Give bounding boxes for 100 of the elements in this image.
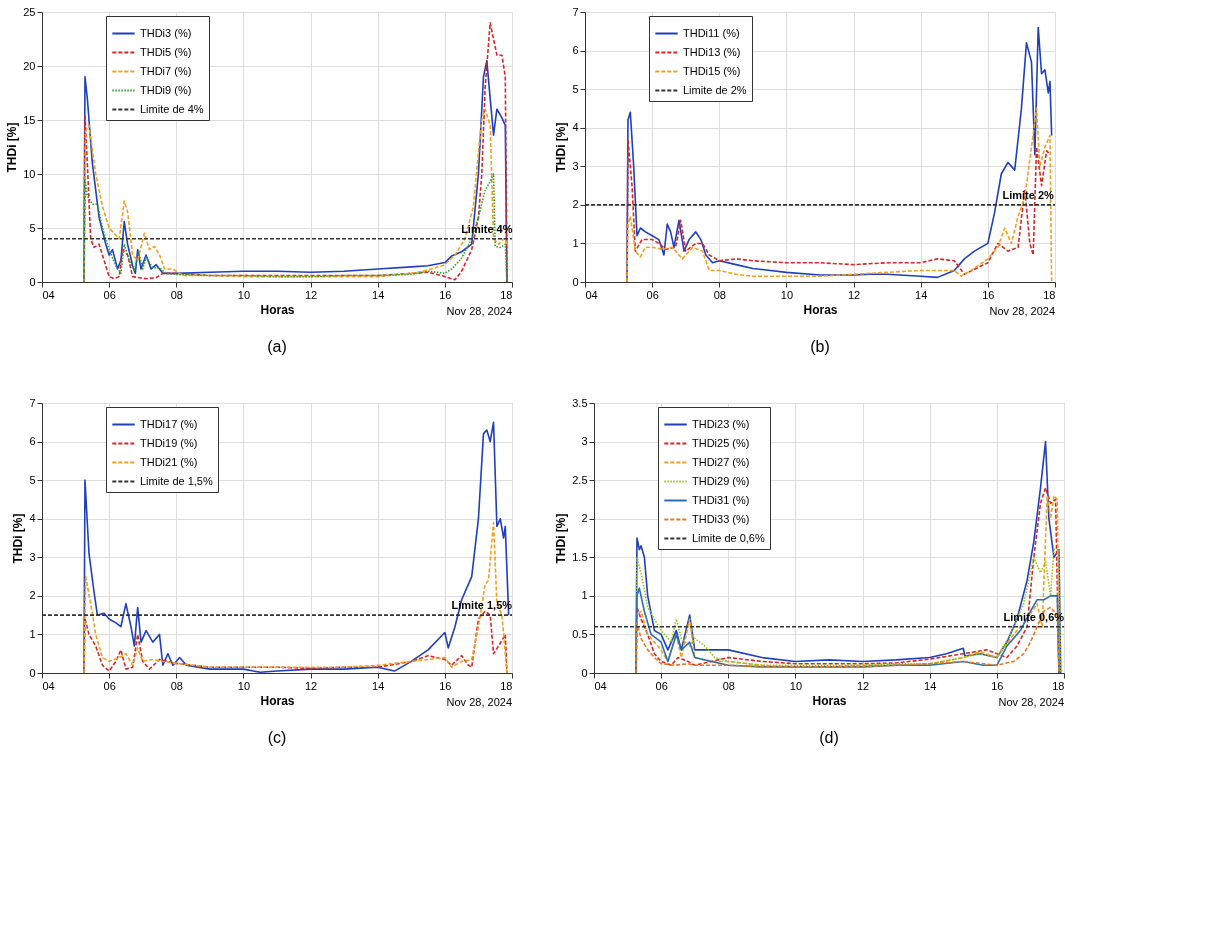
y-tick-label: 1 (29, 627, 36, 640)
y-tick-label: 1 (581, 589, 588, 602)
x-tick-label: 08 (170, 288, 183, 301)
x-tick-label: 10 (780, 288, 794, 301)
x-tick-label: 04 (594, 679, 607, 692)
legend-label: THDi27 (%) (692, 455, 750, 468)
y-axis-title: THDi [%] (554, 122, 569, 173)
y-tick-label: 1 (572, 236, 579, 249)
text: Nov 28, 2024 (446, 696, 512, 708)
y-tick-label: 0 (572, 275, 579, 288)
x-axis-title: Horas (812, 693, 847, 708)
y-tick-label: 6 (29, 435, 36, 448)
x-tick-label: 06 (646, 288, 659, 301)
x-tick-label: 08 (713, 288, 726, 301)
x-tick-label: 04 (585, 288, 598, 301)
legend-label: THDi23 (%) (692, 417, 750, 430)
y-tick-label: 7 (572, 5, 579, 18)
x-tick-label: 12 (304, 288, 318, 301)
x-tick-label: 14 (915, 288, 928, 301)
y-tick-label: 2 (29, 589, 36, 602)
x-tick-label: 04 (42, 679, 55, 692)
annotation: Limite 2% (1002, 188, 1055, 201)
legend-label: THDi25 (%) (692, 436, 750, 449)
x-tick-label: 06 (655, 679, 668, 692)
x-tick-label: 10 (237, 288, 251, 301)
legend-label: THDi15 (%) (683, 64, 741, 77)
y-tick-label: 6 (572, 44, 579, 57)
x-tick-label: 10 (789, 679, 803, 692)
y-tick-label: 0 (581, 666, 588, 679)
line-series (635, 548, 1062, 674)
text: (b) (810, 338, 830, 355)
legend-label: Limite de 1,5% (140, 474, 213, 487)
line-series (83, 421, 510, 674)
x-tick-label: 18 (500, 288, 513, 301)
text: (c) (267, 729, 287, 746)
y-tick-label: 25 (23, 5, 36, 18)
y-tick-label: 5 (572, 82, 579, 95)
y-tick-label: 0.5 (572, 627, 588, 640)
x-axis-title: Horas (803, 302, 838, 317)
x-tick-label: 14 (372, 679, 385, 692)
y-axis-title: THDi [%] (11, 513, 26, 564)
y-tick-label: 2.5 (572, 473, 588, 486)
y-tick-label: 3 (29, 550, 36, 563)
legend-label: THDi13 (%) (683, 45, 741, 58)
y-tick-label: 4 (29, 512, 36, 525)
y-tick-label: 3 (572, 159, 579, 172)
x-tick-label: 16 (439, 679, 452, 692)
y-tick-label: 20 (23, 59, 36, 72)
x-tick-label: 16 (991, 679, 1004, 692)
y-tick-label: 2 (572, 198, 579, 211)
legend-label: THDi17 (%) (140, 417, 198, 430)
x-tick-label: 16 (439, 288, 452, 301)
x-tick-label: 10 (237, 679, 251, 692)
legend-label: Limite de 0,6% (692, 531, 765, 544)
y-tick-label: 4 (572, 121, 579, 134)
text: Nov 28, 2024 (446, 305, 512, 317)
x-tick-label: 18 (500, 679, 513, 692)
legend-label: THDi31 (%) (692, 493, 750, 506)
y-tick-label: 1.5 (572, 550, 588, 563)
y-tick-label: 5 (29, 221, 36, 234)
x-axis-title: Horas (260, 693, 295, 708)
y-tick-label: 10 (23, 167, 36, 180)
x-axis-title: Horas (260, 302, 295, 317)
x-tick-label: 06 (103, 288, 116, 301)
x-tick-label: 12 (847, 288, 861, 301)
text: (d) (819, 729, 839, 746)
line-series (626, 107, 1053, 283)
legend-label: THDi29 (%) (692, 474, 750, 487)
y-tick-label: 0 (29, 666, 36, 679)
x-tick-label: 16 (982, 288, 995, 301)
line-series (83, 610, 508, 674)
x-tick-label: 14 (924, 679, 937, 692)
x-tick-label: 06 (103, 679, 116, 692)
y-tick-label: 2 (581, 512, 588, 525)
x-tick-label: 12 (856, 679, 870, 692)
legend-label: THDi7 (%) (140, 64, 192, 77)
x-tick-label: 04 (42, 288, 55, 301)
y-tick-label: 3 (581, 435, 588, 448)
legend-label: THDi5 (%) (140, 45, 192, 58)
legend-label: THDi19 (%) (140, 436, 198, 449)
y-axis-title: THDi [%] (554, 513, 569, 564)
line-series (635, 440, 1062, 674)
legend-label: THDi21 (%) (140, 455, 198, 468)
x-tick-label: 08 (170, 679, 183, 692)
x-tick-label: 18 (1052, 679, 1065, 692)
x-tick-label: 12 (304, 679, 318, 692)
legend-label: THDi11 (%) (683, 26, 740, 39)
y-tick-label: 0 (29, 275, 36, 288)
x-tick-label: 14 (372, 288, 385, 301)
y-tick-label: 15 (23, 113, 36, 126)
x-tick-label: 18 (1043, 288, 1056, 301)
legend-label: Limite de 2% (683, 83, 747, 96)
y-tick-label: 7 (29, 396, 36, 409)
text: Nov 28, 2024 (998, 696, 1064, 708)
y-tick-label: 5 (29, 473, 36, 486)
y-axis-title: THDi [%] (5, 122, 20, 173)
text: Nov 28, 2024 (989, 305, 1055, 317)
legend-label: THDi9 (%) (140, 83, 192, 96)
text: (a) (267, 338, 287, 355)
y-tick-label: 3.5 (572, 396, 588, 409)
